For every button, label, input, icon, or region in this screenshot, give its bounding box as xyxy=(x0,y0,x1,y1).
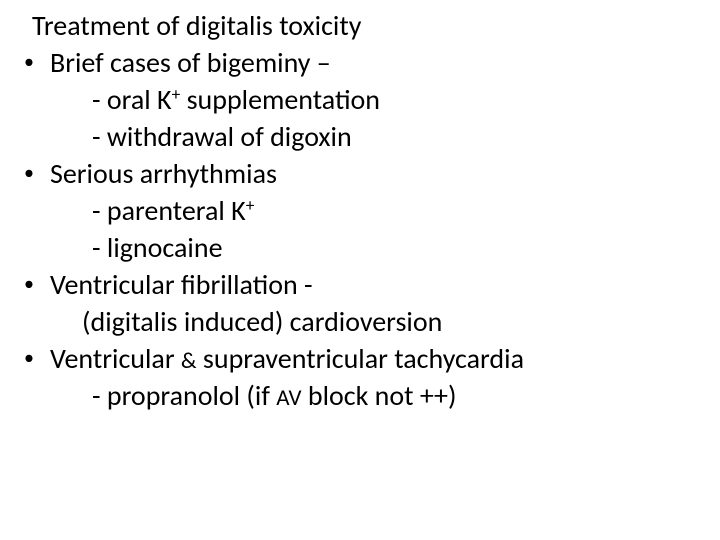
bullet-text: Serious arrhythmias xyxy=(50,156,720,191)
sub-text-lead: - oral xyxy=(92,82,157,117)
ampersand: & xyxy=(181,347,197,375)
bullet-dot-icon: • xyxy=(22,267,50,301)
bullet-item: • Ventricular fibrillation - xyxy=(22,267,720,302)
slide: Treatment of digitalis toxicity • Brief … xyxy=(0,0,720,540)
bullet-dot-icon: • xyxy=(22,156,50,190)
sub-text-lead: - propranolol (if xyxy=(92,378,276,413)
bullet-item: • Ventricular & supraventricular tachyca… xyxy=(22,341,720,376)
k-letter: K xyxy=(231,193,246,228)
sub-text-tail: block not ++) xyxy=(302,378,457,413)
bullet-text: Brief cases of bigeminy – xyxy=(50,45,720,80)
bullet-text-tail: supraventricular tachycardia xyxy=(197,341,524,376)
sub-text-lead: - parenteral xyxy=(92,193,231,228)
bullet-dot-icon: • xyxy=(22,341,50,375)
bullet-item: • Serious arrhythmias xyxy=(22,156,720,191)
plus-superscript: + xyxy=(172,83,181,105)
slide-title: Treatment of digitalis toxicity xyxy=(32,8,720,43)
bullet-dot-icon: • xyxy=(22,45,50,79)
paren-line: (digitalis induced) cardioversion xyxy=(82,304,720,339)
sub-item: - lignocaine xyxy=(92,230,720,265)
sub-item: - propranolol (if AV block not ++) xyxy=(92,378,720,413)
sub-item: - oral K+ supplementation xyxy=(92,82,720,117)
bullet-text-lead: Ventricular xyxy=(50,341,181,376)
k-letter: K xyxy=(157,82,172,117)
bullet-text: Ventricular & supraventricular tachycard… xyxy=(50,341,720,376)
sub-item: - withdrawal of digoxin xyxy=(92,119,720,154)
sub-text-tail: supplementation xyxy=(180,82,380,117)
sub-item: - parenteral K+ xyxy=(92,193,720,228)
av-text: AV xyxy=(276,384,301,412)
plus-superscript: + xyxy=(246,194,255,216)
bullet-text: Ventricular fibrillation - xyxy=(50,267,720,302)
bullet-item: • Brief cases of bigeminy – xyxy=(22,45,720,80)
